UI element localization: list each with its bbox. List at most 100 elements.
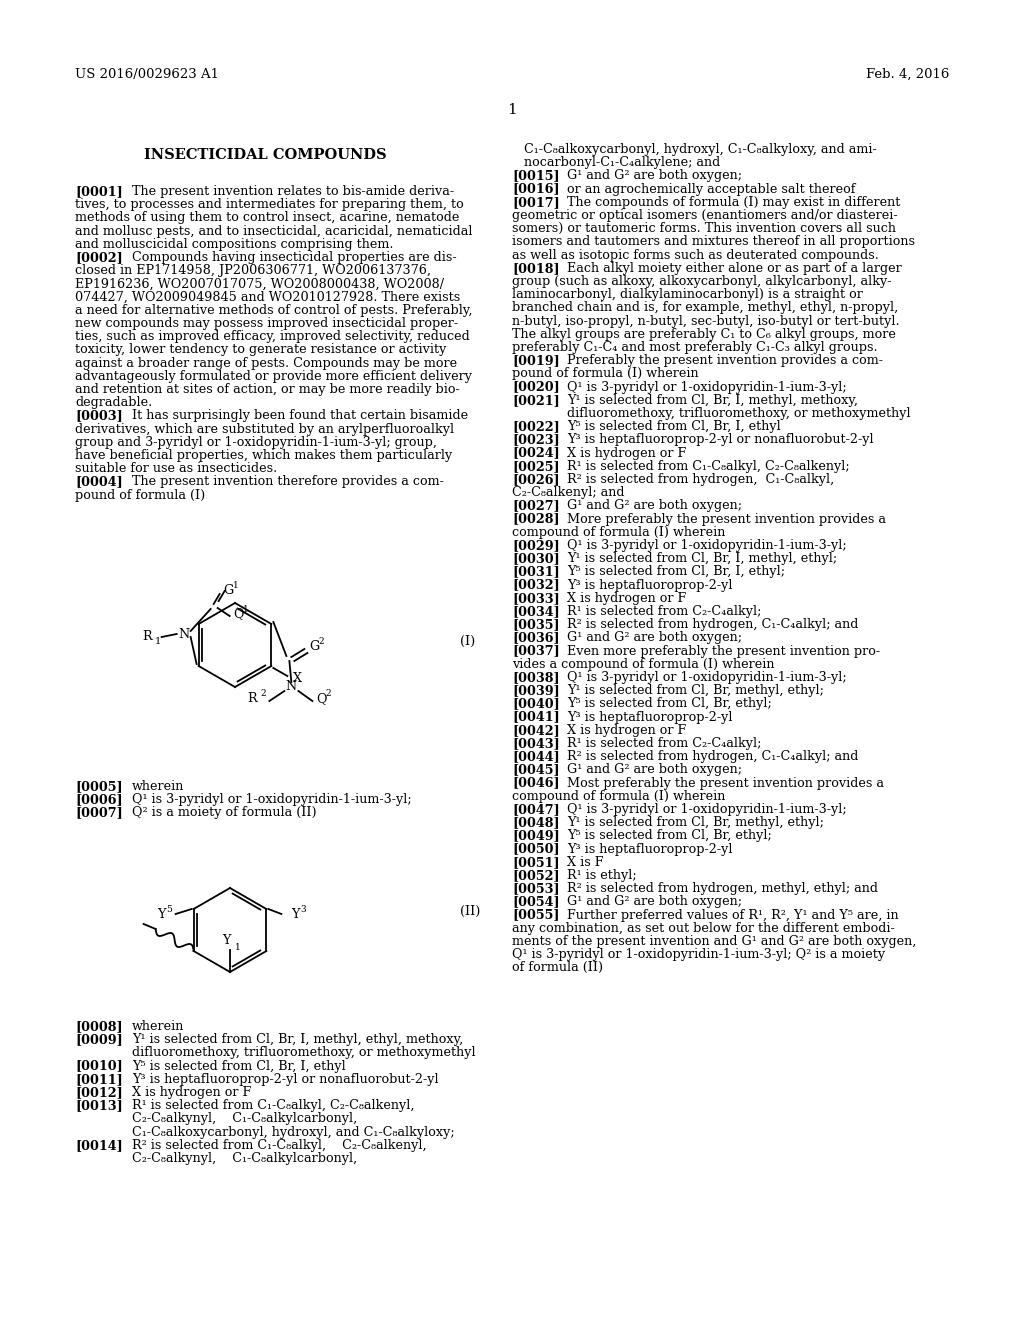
Text: new compounds may possess improved insecticidal proper-: new compounds may possess improved insec… (75, 317, 458, 330)
Text: advantageously formulated or provide more efficient delivery: advantageously formulated or provide mor… (75, 370, 472, 383)
Text: [0038]: [0038] (512, 671, 560, 684)
Text: Y³ is heptafluoroprop-2-yl: Y³ is heptafluoroprop-2-yl (567, 710, 732, 723)
Text: [0008]: [0008] (75, 1020, 123, 1034)
Text: R² is selected from hydrogen, C₁-C₄alkyl; and: R² is selected from hydrogen, C₁-C₄alkyl… (567, 618, 858, 631)
Text: against a broader range of pests. Compounds may be more: against a broader range of pests. Compou… (75, 356, 457, 370)
Text: The present invention therefore provides a com-: The present invention therefore provides… (132, 475, 443, 488)
Text: INSECTICIDAL COMPOUNDS: INSECTICIDAL COMPOUNDS (143, 148, 386, 162)
Text: C₂-C₈alkenyl; and: C₂-C₈alkenyl; and (512, 486, 625, 499)
Text: [0040]: [0040] (512, 697, 560, 710)
Text: 1: 1 (232, 581, 239, 590)
Text: [0005]: [0005] (75, 780, 123, 793)
Text: [0003]: [0003] (75, 409, 123, 422)
Text: R¹ is selected from C₁-C₈alkyl, C₂-C₈alkenyl,: R¹ is selected from C₁-C₈alkyl, C₂-C₈alk… (132, 1100, 415, 1113)
Text: R: R (142, 631, 152, 644)
Text: X is F: X is F (567, 855, 603, 869)
Text: [0006]: [0006] (75, 793, 123, 807)
Text: [0016]: [0016] (512, 182, 560, 195)
Text: Y: Y (222, 935, 230, 946)
Text: [0046]: [0046] (512, 776, 560, 789)
Text: Y¹ is selected from Cl, Br, I, methyl, ethyl, methoxy,: Y¹ is selected from Cl, Br, I, methyl, e… (132, 1034, 463, 1047)
Text: [0028]: [0028] (512, 512, 560, 525)
Text: R¹ is ethyl;: R¹ is ethyl; (567, 869, 637, 882)
Text: [0011]: [0011] (75, 1073, 123, 1086)
Text: pound of formula (I): pound of formula (I) (75, 488, 205, 502)
Text: n-butyl, iso-propyl, n-butyl, sec-butyl, iso-butyl or tert-butyl.: n-butyl, iso-propyl, n-butyl, sec-butyl,… (512, 314, 900, 327)
Text: More preferably the present invention provides a: More preferably the present invention pr… (567, 512, 886, 525)
Text: 1: 1 (234, 942, 241, 952)
Text: N: N (178, 627, 189, 640)
Text: [0001]: [0001] (75, 185, 123, 198)
Text: 1: 1 (243, 605, 249, 614)
Text: difluoromethoxy, trifluoromethoxy, or methoxymethyl: difluoromethoxy, trifluoromethoxy, or me… (567, 407, 910, 420)
Text: Y⁵ is selected from Cl, Br, I, ethyl;: Y⁵ is selected from Cl, Br, I, ethyl; (567, 565, 785, 578)
Text: [0032]: [0032] (512, 578, 560, 591)
Text: compound of formula (I) wherein: compound of formula (I) wherein (512, 525, 725, 539)
Text: Y³ is heptafluoroprop-2-yl: Y³ is heptafluoroprop-2-yl (567, 842, 732, 855)
Text: have beneficial properties, which makes them particularly: have beneficial properties, which makes … (75, 449, 453, 462)
Text: compound of formula (I) wherein: compound of formula (I) wherein (512, 789, 725, 803)
Text: X is hydrogen or F: X is hydrogen or F (567, 723, 686, 737)
Text: [0036]: [0036] (512, 631, 560, 644)
Text: Y⁵ is selected from Cl, Br, I, ethyl: Y⁵ is selected from Cl, Br, I, ethyl (132, 1060, 346, 1073)
Text: ties, such as improved efficacy, improved selectivity, reduced: ties, such as improved efficacy, improve… (75, 330, 470, 343)
Text: and mollusc pests, and to insecticidal, acaricidal, nematicidal: and mollusc pests, and to insecticidal, … (75, 224, 472, 238)
Text: [0004]: [0004] (75, 475, 123, 488)
Text: [0019]: [0019] (512, 354, 560, 367)
Text: G: G (223, 583, 233, 597)
Text: somers) or tautomeric forms. This invention covers all such: somers) or tautomeric forms. This invent… (512, 222, 896, 235)
Text: Y: Y (157, 908, 166, 920)
Text: G: G (309, 640, 319, 653)
Text: R² is selected from hydrogen, methyl, ethyl; and: R² is selected from hydrogen, methyl, et… (567, 882, 878, 895)
Text: [0035]: [0035] (512, 618, 560, 631)
Text: wherein: wherein (132, 1020, 184, 1034)
Text: [0045]: [0045] (512, 763, 560, 776)
Text: [0051]: [0051] (512, 855, 560, 869)
Text: Further preferred values of R¹, R², Y¹ and Y⁵ are, in: Further preferred values of R¹, R², Y¹ a… (567, 908, 899, 921)
Text: The present invention relates to bis-amide deriva-: The present invention relates to bis-ami… (132, 185, 454, 198)
Text: and retention at sites of action, or may be more readily bio-: and retention at sites of action, or may… (75, 383, 460, 396)
Text: [0048]: [0048] (512, 816, 560, 829)
Text: of formula (II): of formula (II) (512, 961, 603, 974)
Text: [0022]: [0022] (512, 420, 560, 433)
Text: C₂-C₈alkynyl,    C₁-C₈alkylcarbonyl,: C₂-C₈alkynyl, C₁-C₈alkylcarbonyl, (132, 1113, 357, 1126)
Text: X: X (293, 672, 302, 685)
Text: G¹ and G² are both oxygen;: G¹ and G² are both oxygen; (567, 499, 742, 512)
Text: C₁-C₈alkoxycarbonyl, hydroxyl, and C₁-C₈alkyloxy;: C₁-C₈alkoxycarbonyl, hydroxyl, and C₁-C₈… (132, 1126, 455, 1139)
Text: as well as isotopic forms such as deuterated compounds.: as well as isotopic forms such as deuter… (512, 248, 879, 261)
Text: degradable.: degradable. (75, 396, 153, 409)
Text: [0042]: [0042] (512, 723, 560, 737)
Text: X is hydrogen or F: X is hydrogen or F (567, 446, 686, 459)
Text: R² is selected from C₁-C₈alkyl,    C₂-C₈alkenyl,: R² is selected from C₁-C₈alkyl, C₂-C₈alk… (132, 1139, 427, 1152)
Text: It has surprisingly been found that certain bisamide: It has surprisingly been found that cert… (132, 409, 468, 422)
Text: 2: 2 (260, 689, 266, 698)
Text: isomers and tautomers and mixtures thereof in all proportions: isomers and tautomers and mixtures there… (512, 235, 915, 248)
Text: C₁-C₈alkoxycarbonyl, hydroxyl, C₁-C₈alkyloxy, and ami-: C₁-C₈alkoxycarbonyl, hydroxyl, C₁-C₈alky… (524, 143, 877, 156)
Text: (I): (I) (460, 635, 475, 648)
Text: derivatives, which are substituted by an arylperfluoroalkyl: derivatives, which are substituted by an… (75, 422, 454, 436)
Text: Q¹ is 3-pyridyl or 1-oxidopyridin-1-ium-3-yl;: Q¹ is 3-pyridyl or 1-oxidopyridin-1-ium-… (567, 803, 847, 816)
Text: nocarbonyl-C₁-C₄alkylene; and: nocarbonyl-C₁-C₄alkylene; and (524, 156, 720, 169)
Text: [0002]: [0002] (75, 251, 123, 264)
Text: G¹ and G² are both oxygen;: G¹ and G² are both oxygen; (567, 169, 742, 182)
Text: Q: Q (316, 693, 327, 705)
Text: [0013]: [0013] (75, 1100, 123, 1113)
Text: 074427, WO2009049845 and WO2010127928. There exists: 074427, WO2009049845 and WO2010127928. T… (75, 290, 460, 304)
Text: [0009]: [0009] (75, 1034, 123, 1047)
Text: Y³ is heptafluoroprop-2-yl or nonafluorobut-2-yl: Y³ is heptafluoroprop-2-yl or nonafluoro… (132, 1073, 438, 1086)
Text: Preferably the present invention provides a com-: Preferably the present invention provide… (567, 354, 883, 367)
Text: 1: 1 (507, 103, 517, 117)
Text: Y⁵ is selected from Cl, Br, ethyl;: Y⁵ is selected from Cl, Br, ethyl; (567, 829, 772, 842)
Text: preferably C₁-C₄ and most preferably C₁-C₃ alkyl groups.: preferably C₁-C₄ and most preferably C₁-… (512, 341, 878, 354)
Text: Y: Y (292, 908, 300, 920)
Text: The compounds of formula (I) may exist in different: The compounds of formula (I) may exist i… (567, 195, 900, 209)
Text: [0010]: [0010] (75, 1060, 123, 1073)
Text: [0031]: [0031] (512, 565, 560, 578)
Text: [0029]: [0029] (512, 539, 560, 552)
Text: [0007]: [0007] (75, 807, 123, 820)
Text: [0053]: [0053] (512, 882, 560, 895)
Text: [0047]: [0047] (512, 803, 560, 816)
Text: ments of the present invention and G¹ and G² are both oxygen,: ments of the present invention and G¹ an… (512, 935, 916, 948)
Text: [0049]: [0049] (512, 829, 560, 842)
Text: [0018]: [0018] (512, 261, 560, 275)
